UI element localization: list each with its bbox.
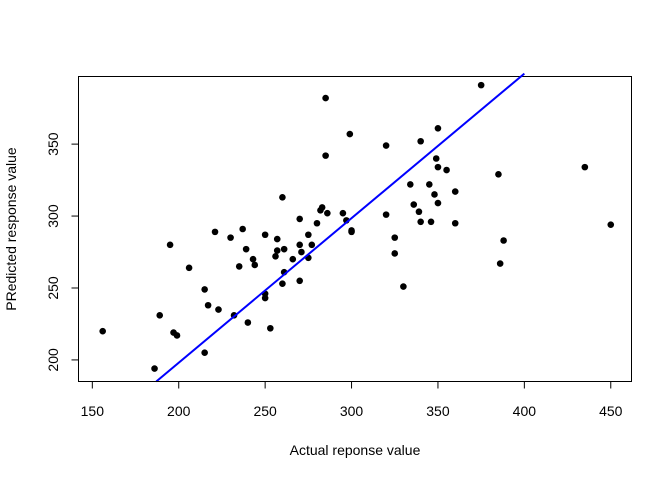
data-point <box>274 247 281 254</box>
data-point <box>212 229 219 236</box>
data-point <box>274 236 281 243</box>
data-point <box>227 234 234 241</box>
data-point <box>272 253 279 260</box>
data-point <box>262 231 269 238</box>
data-point <box>417 138 424 145</box>
y-tick-label: 250 <box>45 276 61 300</box>
data-point <box>298 249 305 256</box>
x-tick-label: 350 <box>426 403 450 419</box>
data-point <box>243 246 250 253</box>
y-axis: 200 250 300 350 <box>45 132 79 371</box>
x-tick-label: 400 <box>513 403 537 419</box>
data-point <box>391 234 398 241</box>
data-point <box>383 211 390 218</box>
data-point <box>416 208 423 215</box>
data-point <box>296 277 303 284</box>
data-point <box>156 312 163 319</box>
data-point <box>497 260 504 267</box>
data-point <box>201 286 208 293</box>
x-axis-title: Actual reponse value <box>290 442 421 458</box>
data-point <box>267 325 274 332</box>
data-point <box>433 155 440 162</box>
points-layer <box>99 82 614 372</box>
data-point <box>245 319 252 326</box>
y-tick-label: 200 <box>45 348 61 372</box>
data-point <box>305 231 312 238</box>
x-tick-label: 450 <box>599 403 623 419</box>
data-point <box>340 210 347 217</box>
data-point <box>236 263 243 270</box>
data-point <box>289 256 296 263</box>
data-point <box>426 181 433 188</box>
data-point <box>347 131 354 138</box>
data-point <box>435 200 442 207</box>
x-axis: 150 200 250 300 350 400 450 <box>81 382 623 420</box>
data-point <box>452 188 459 195</box>
data-point <box>186 265 193 272</box>
y-axis-title: PRedicted response value <box>3 147 19 311</box>
fit-line <box>156 74 524 382</box>
data-point <box>296 216 303 223</box>
data-point <box>296 242 303 249</box>
data-point <box>201 349 208 356</box>
data-point <box>607 221 614 228</box>
data-point <box>215 306 222 313</box>
data-point <box>400 283 407 290</box>
data-point <box>435 164 442 171</box>
data-point <box>500 237 507 244</box>
x-tick-label: 200 <box>167 403 191 419</box>
x-tick-label: 150 <box>81 403 105 419</box>
data-point <box>322 95 329 102</box>
x-tick-label: 300 <box>340 403 364 419</box>
data-point <box>281 246 288 253</box>
data-point <box>324 210 331 217</box>
data-point <box>478 82 485 89</box>
data-point <box>435 125 442 132</box>
data-point <box>174 332 181 339</box>
data-point <box>431 191 438 198</box>
data-point <box>391 250 398 257</box>
y-tick-label: 300 <box>45 204 61 228</box>
x-tick-label: 250 <box>253 403 277 419</box>
data-point <box>279 194 286 201</box>
data-point <box>151 365 158 372</box>
data-point <box>443 167 450 174</box>
data-point <box>322 152 329 159</box>
data-point <box>428 219 435 226</box>
plot-frame <box>79 77 632 382</box>
data-point <box>279 280 286 287</box>
data-point <box>410 201 417 208</box>
data-point <box>239 226 246 233</box>
data-point <box>319 204 326 211</box>
data-point <box>99 328 106 335</box>
data-point <box>417 219 424 226</box>
data-point <box>348 229 355 236</box>
data-point <box>452 220 459 227</box>
data-point <box>167 242 174 249</box>
data-point <box>308 242 315 249</box>
data-point <box>314 220 321 227</box>
data-point <box>383 142 390 149</box>
data-point <box>582 164 589 171</box>
data-point <box>205 302 212 309</box>
data-point <box>495 171 502 178</box>
y-tick-label: 350 <box>45 132 61 156</box>
data-point <box>250 256 257 263</box>
data-point <box>251 262 258 269</box>
data-point <box>407 181 414 188</box>
